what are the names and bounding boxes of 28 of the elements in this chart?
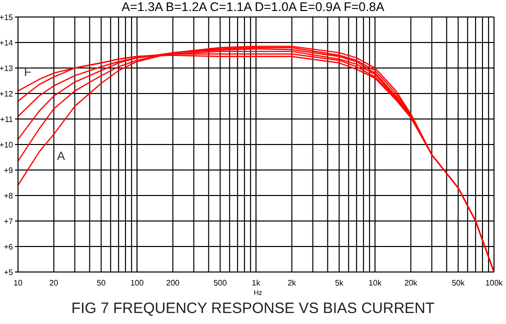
- x-tick-label: 10: [14, 278, 23, 288]
- x-tick-label: 100k: [485, 278, 504, 288]
- x-tick-label: 2k: [288, 278, 298, 288]
- chart-subtitle: A=1.3A B=1.2A C=1.1A D=1.0A E=0.9A F=0.8A: [122, 0, 384, 14]
- x-tick-label: 500: [214, 278, 228, 288]
- y-tick-label: +11: [0, 114, 14, 124]
- y-tick-label: +12: [0, 89, 14, 98]
- y-tick-label: +14: [0, 38, 14, 48]
- text: FIG 7 FREQUENCY RESPONSE VS BIAS CURRENT: [70, 300, 436, 318]
- annotation: A: [57, 149, 66, 163]
- y-tick-label: +8: [4, 191, 14, 200]
- x-tick-label: 20: [49, 278, 59, 288]
- y-tick-label: +10: [0, 140, 14, 150]
- x-tick-label: 5k: [334, 278, 344, 288]
- annotation: F: [24, 65, 32, 79]
- y-tick-label: +9: [4, 166, 14, 175]
- y-tick-label: +7: [4, 216, 14, 226]
- x-tick-label: 50: [96, 278, 106, 288]
- y-tick-label: +13: [0, 64, 14, 73]
- x-tick-label: 10k: [368, 278, 382, 288]
- x-tick-label: 20k: [404, 278, 418, 288]
- x-tick-label: 1k: [252, 278, 262, 288]
- y-tick-label: +5: [4, 268, 14, 277]
- x-tick-label: 50k: [452, 278, 466, 288]
- y-tick-label: +6: [4, 242, 14, 252]
- x-tick-label: 100: [130, 278, 144, 288]
- x-tick-label: 200: [166, 278, 180, 288]
- y-tick-label: +15: [0, 12, 14, 22]
